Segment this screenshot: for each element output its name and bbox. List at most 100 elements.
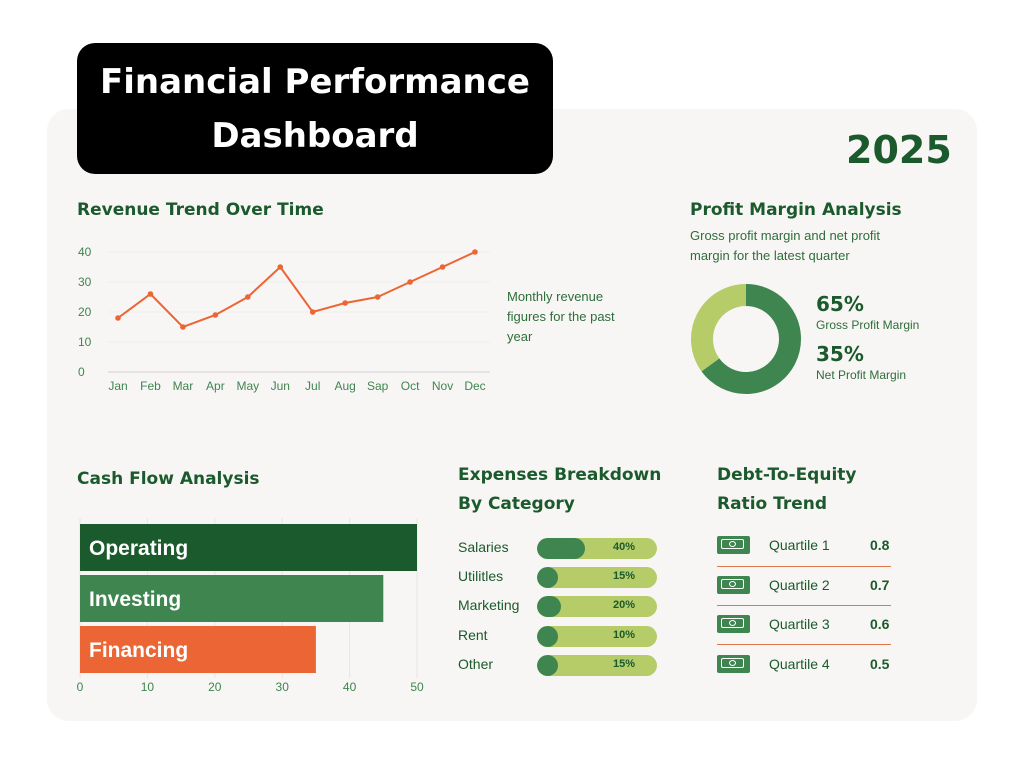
x-tick-label: Oct bbox=[401, 379, 420, 393]
revenue-point bbox=[439, 264, 446, 270]
expense-value: 40% bbox=[612, 541, 635, 553]
x-tick-label: Apr bbox=[206, 379, 225, 393]
title-banner: Financial Performance Dashboard bbox=[77, 43, 553, 174]
debt-row: Quartile 2 0.7 bbox=[717, 572, 892, 602]
y-tick-label: 40 bbox=[78, 245, 92, 259]
expenses-heading-line1: Expenses Breakdown bbox=[458, 465, 662, 485]
debt-row-label: Quartile 4 bbox=[769, 656, 830, 672]
expense-bar: 40% bbox=[537, 538, 657, 559]
x-tick-label: 0 bbox=[77, 680, 84, 694]
debt-row: Quartile 4 0.5 bbox=[717, 651, 892, 681]
expense-bar: 15% bbox=[537, 655, 657, 676]
x-tick-label: 40 bbox=[343, 680, 357, 694]
x-tick-label: Sap bbox=[367, 379, 389, 393]
row-divider bbox=[717, 605, 891, 606]
x-tick-label: Mar bbox=[173, 379, 194, 393]
expense-bar: 15% bbox=[537, 567, 657, 588]
x-tick-label: May bbox=[236, 379, 259, 393]
y-tick-label: 20 bbox=[78, 305, 92, 319]
expense-label: Salaries bbox=[458, 539, 509, 555]
donut-slice bbox=[691, 284, 747, 372]
y-tick-label: 30 bbox=[78, 275, 92, 289]
debt-row: Quartile 3 0.6 bbox=[717, 611, 892, 641]
money-bill-icon bbox=[717, 615, 750, 633]
debt-row-value: 0.7 bbox=[870, 577, 890, 593]
x-tick-label: Nov bbox=[432, 379, 453, 393]
revenue-point bbox=[277, 264, 284, 270]
expense-label: Rent bbox=[458, 627, 488, 643]
expense-bar: 10% bbox=[537, 626, 657, 647]
x-tick-label: Aug bbox=[335, 379, 356, 393]
expense-bar-fill bbox=[537, 596, 561, 617]
revenue-point bbox=[342, 300, 348, 306]
profit-description: Gross profit margin and net profit margi… bbox=[690, 228, 881, 263]
x-tick-label: Dec bbox=[464, 379, 485, 393]
cashflow-bar bbox=[80, 626, 316, 673]
net-margin-label: Net Profit Margin bbox=[816, 368, 907, 382]
revenue-point bbox=[115, 315, 121, 321]
expense-value: 10% bbox=[612, 629, 635, 641]
expense-bar: 20% bbox=[537, 596, 657, 617]
cashflow-bar-label: Financing bbox=[89, 639, 188, 662]
expense-bar-fill bbox=[537, 655, 558, 676]
revenue-heading: Revenue Trend Over Time bbox=[77, 200, 324, 220]
expense-bar-fill bbox=[537, 567, 558, 588]
y-tick-label: 10 bbox=[78, 335, 92, 349]
cashflow-bar-label: Operating bbox=[89, 537, 188, 560]
debt-heading-line1: Debt-To-Equity bbox=[717, 465, 857, 485]
profit-donut-chart bbox=[691, 284, 801, 394]
expense-value: 20% bbox=[612, 599, 635, 611]
x-tick-label: 50 bbox=[410, 680, 424, 694]
cashflow-bar bbox=[80, 524, 417, 571]
debt-row-label: Quartile 2 bbox=[769, 577, 830, 593]
expense-row: Rent 10% bbox=[458, 626, 658, 648]
expense-value: 15% bbox=[612, 570, 635, 582]
row-divider bbox=[717, 644, 891, 645]
net-margin-value: 35% bbox=[816, 342, 864, 366]
expense-row: Salaries 40% bbox=[458, 538, 658, 560]
page-title-line2: Dashboard bbox=[211, 115, 419, 156]
revenue-point bbox=[309, 309, 316, 315]
gross-margin-value: 65% bbox=[816, 292, 864, 316]
page-title-line1: Financial Performance bbox=[100, 61, 530, 102]
x-tick-label: Jan bbox=[108, 379, 127, 393]
x-tick-label: Jul bbox=[305, 379, 320, 393]
row-divider bbox=[717, 566, 891, 567]
revenue-series-line bbox=[117, 251, 476, 329]
revenue-point bbox=[245, 294, 251, 300]
profit-heading: Profit Margin Analysis bbox=[690, 200, 902, 220]
cashflow-bar-label: Investing bbox=[89, 588, 181, 611]
expense-row: Utilitles 15% bbox=[458, 567, 658, 589]
revenue-point bbox=[407, 279, 413, 285]
expense-label: Other bbox=[458, 656, 494, 672]
money-bill-icon bbox=[717, 536, 750, 554]
year-label: 2025 bbox=[846, 128, 952, 172]
expense-value: 15% bbox=[612, 658, 635, 670]
revenue-line-chart: 0 10 20 30 40 Jan Feb Mar Apr May Jun Jul Aug Sap Oct N… bbox=[78, 245, 490, 393]
y-tick-label: 0 bbox=[78, 365, 85, 379]
money-bill-icon bbox=[717, 576, 750, 594]
expense-row: Other 15% bbox=[458, 655, 658, 677]
donut-slice bbox=[701, 284, 801, 394]
revenue-point bbox=[180, 324, 186, 330]
gross-margin-label: Gross Profit Margin bbox=[816, 318, 920, 332]
cashflow-bar bbox=[80, 575, 384, 622]
revenue-point bbox=[374, 294, 381, 300]
debt-row-value: 0.6 bbox=[870, 616, 890, 632]
debt-heading-line2: Ratio Trend bbox=[717, 494, 828, 514]
expense-label: Marketing bbox=[458, 597, 520, 613]
expense-bar-fill bbox=[537, 538, 585, 559]
debt-row-value: 0.8 bbox=[870, 537, 890, 553]
x-tick-label: Feb bbox=[140, 379, 161, 393]
x-tick-label: 20 bbox=[208, 680, 222, 694]
revenue-point bbox=[472, 249, 478, 255]
expenses-heading-line2: By Category bbox=[458, 494, 575, 514]
money-bill-icon bbox=[717, 655, 750, 673]
expense-row: Marketing 20% bbox=[458, 596, 658, 618]
debt-row: Quartile 1 0.8 bbox=[717, 532, 892, 562]
x-tick-label: 30 bbox=[276, 680, 290, 694]
cashflow-bar-chart: 0 10 20 30 40 50 Operating Investing Financing bbox=[77, 518, 424, 694]
expense-bar-fill bbox=[537, 626, 558, 647]
debt-row-label: Quartile 1 bbox=[769, 537, 830, 553]
revenue-point bbox=[147, 291, 154, 297]
